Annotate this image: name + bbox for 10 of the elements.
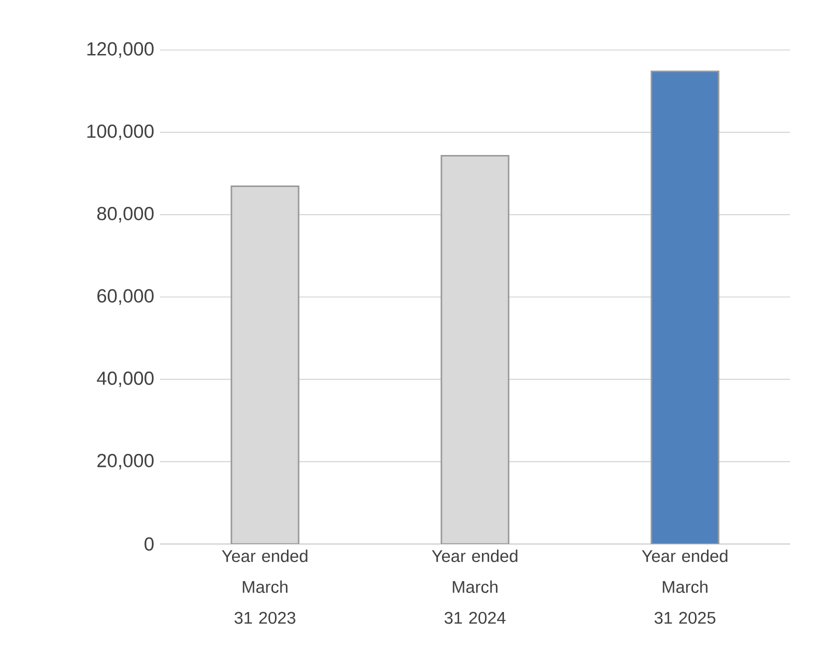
y-tick-label: 20,000 xyxy=(97,454,154,470)
y-tick-label: 60,000 xyxy=(97,289,154,305)
y-tick-label: 0 xyxy=(144,537,154,551)
x-tick-label: Year ended March 31 2023 xyxy=(222,550,308,624)
x-tick-label: Year ended March 31 2024 xyxy=(432,550,518,624)
y-tick-label: 40,000 xyxy=(96,372,154,388)
x-tick-label: Year ended March 31 2025 xyxy=(642,550,728,624)
y-tick-label: 80,000 xyxy=(97,206,154,222)
y-tick-label: 120,000 xyxy=(87,42,154,58)
y-tick-label: 100,000 xyxy=(87,124,154,140)
